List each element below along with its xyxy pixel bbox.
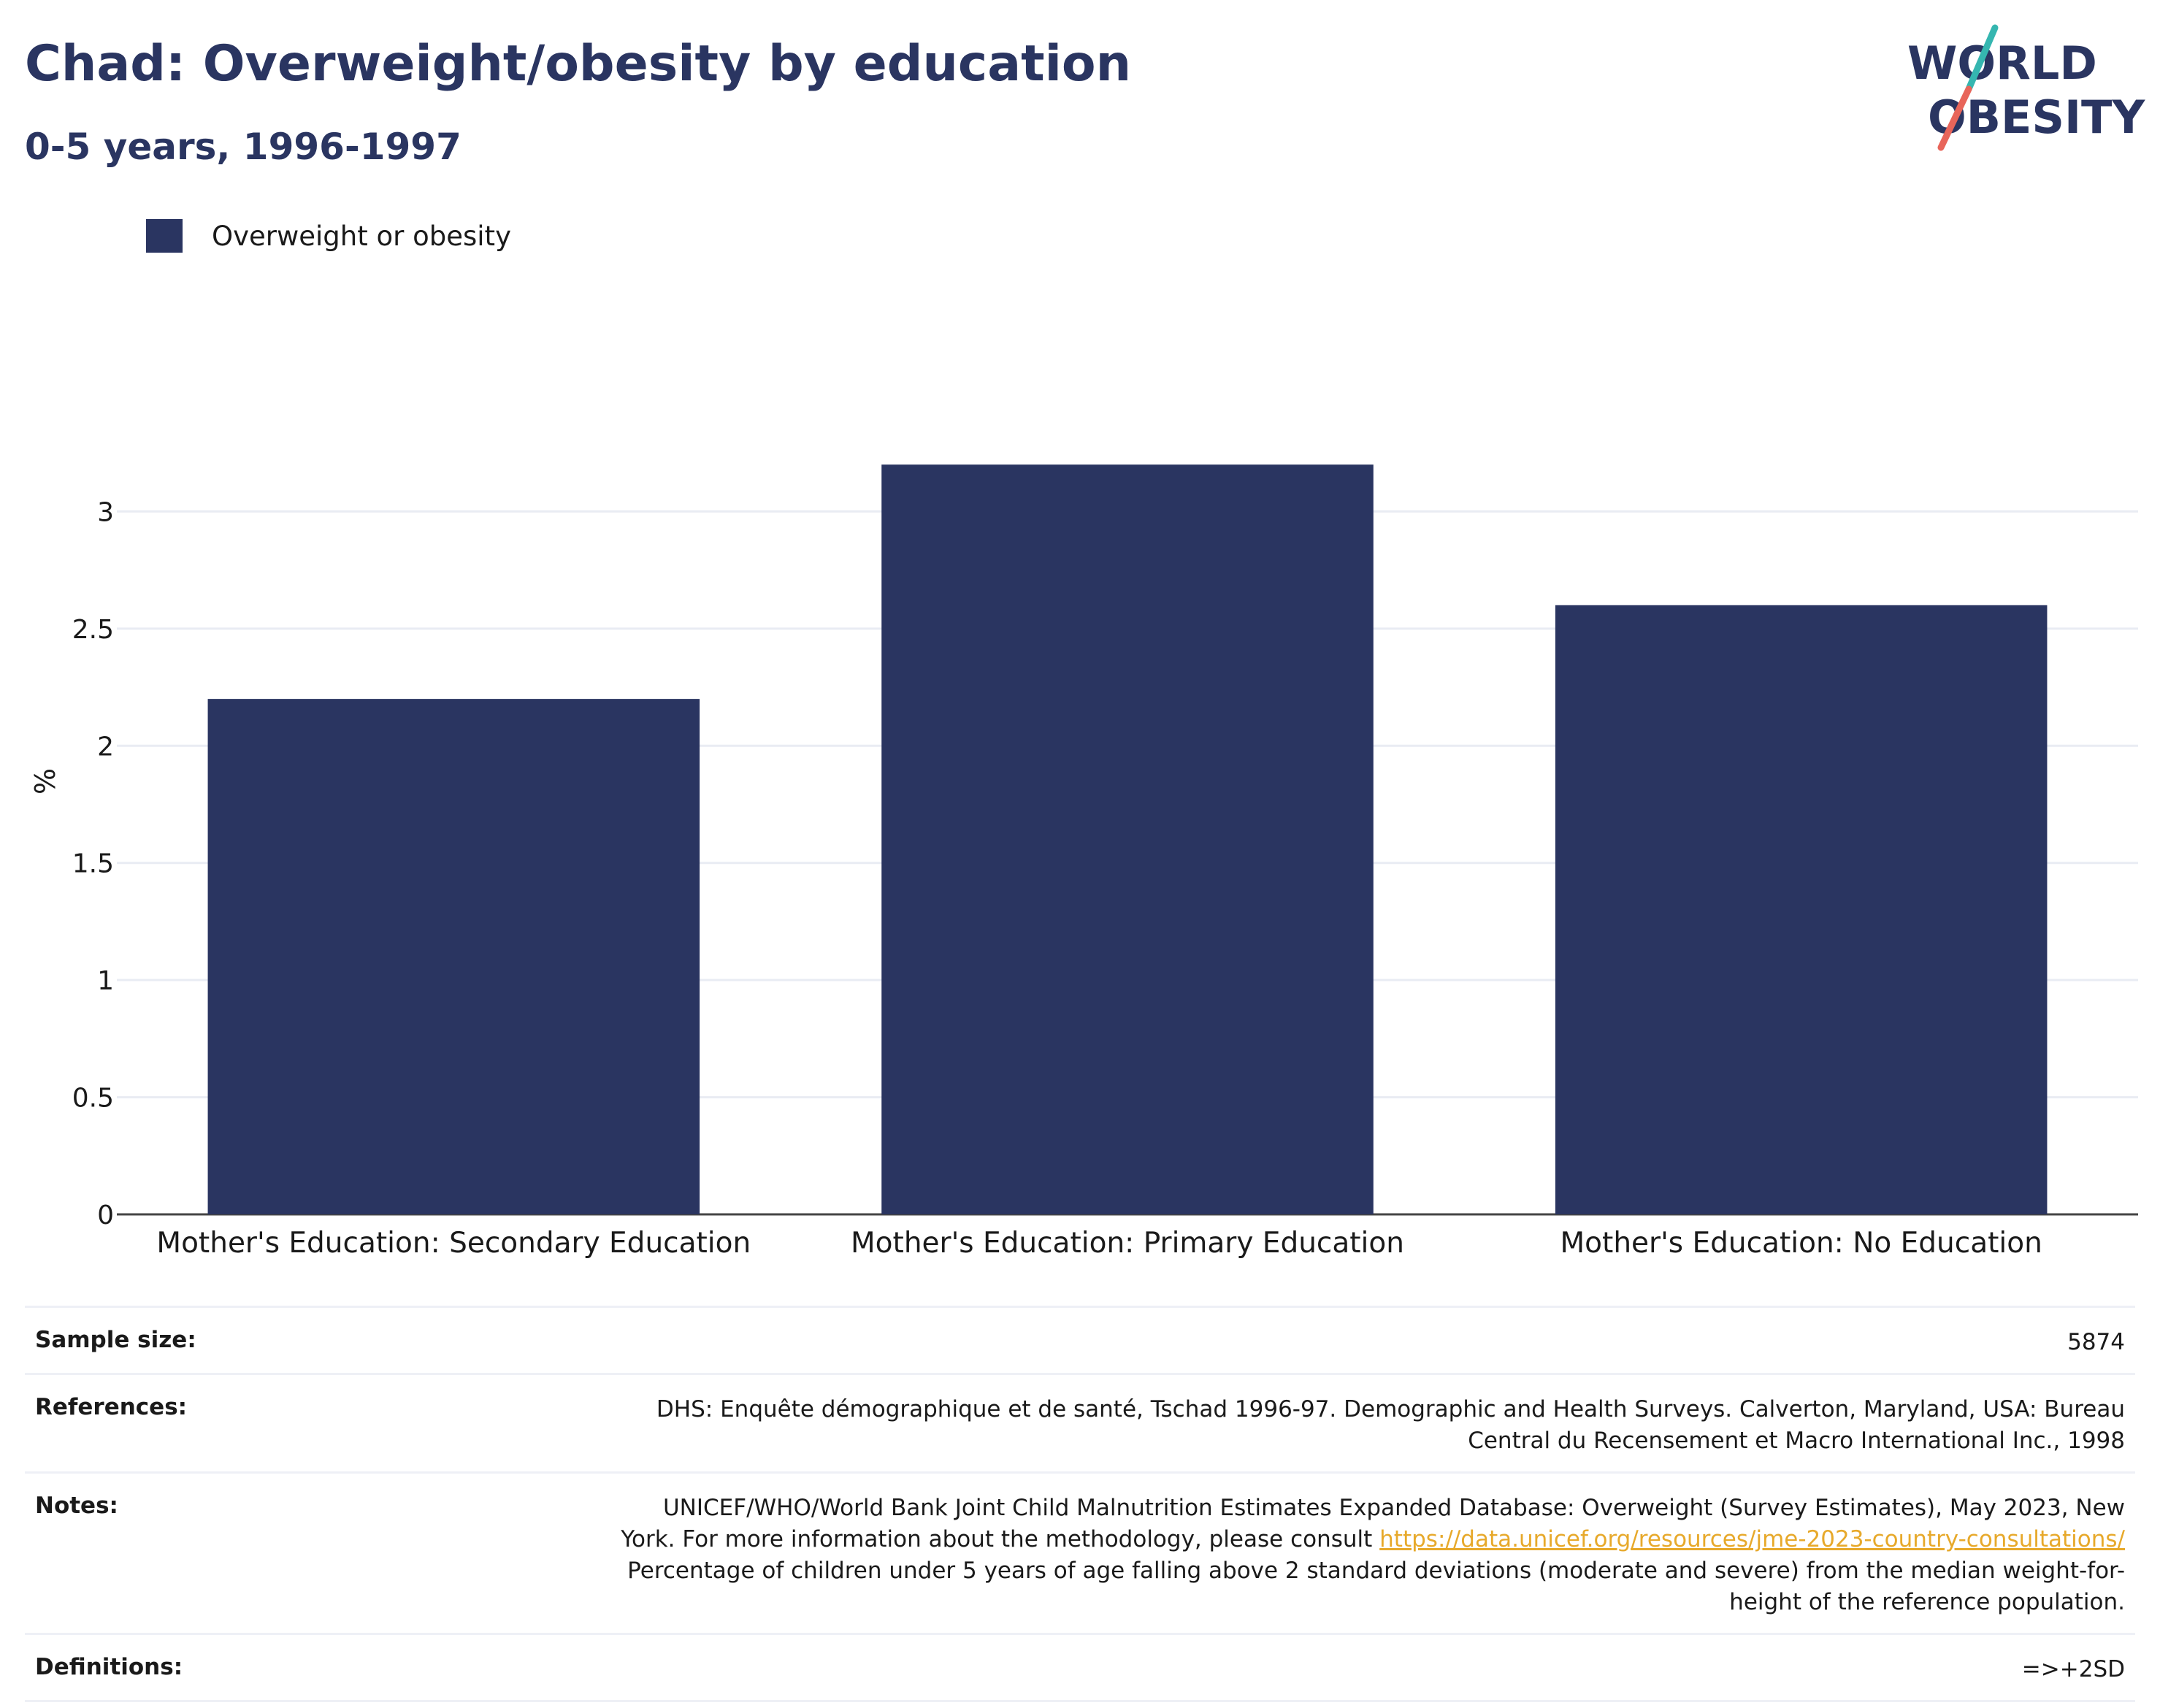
x-tick-label: Mother's Education: Primary Education: [851, 1227, 1404, 1260]
x-tick-label: Mother's Education: No Education: [1560, 1227, 2042, 1260]
meta-row-definitions: Definitions: =>+2SD: [25, 1633, 2135, 1702]
bar[interactable]: [207, 699, 700, 1214]
meta-row-references: References: DHS: Enquête démographique e…: [25, 1373, 2135, 1471]
notes-text-1: UNICEF/WHO/World Bank Joint Child Malnut…: [621, 1495, 2125, 1552]
bars: [207, 464, 2048, 1215]
x-tick-label: Mother's Education: Secondary Education: [156, 1227, 751, 1260]
metadata-table: Sample size: 5874 References: DHS: Enquê…: [25, 1306, 2135, 1702]
notes-link[interactable]: https://data.unicef.org/resources/jme-20…: [1379, 1526, 2125, 1552]
sample-size-label: Sample size:: [35, 1327, 196, 1353]
definitions-value: =>+2SD: [2021, 1656, 2125, 1682]
notes-text-2: Percentage of children under 5 years of …: [627, 1558, 2125, 1615]
legend-swatch: [146, 219, 183, 253]
y-axis-label: %: [29, 767, 61, 794]
y-tick-label: 1: [97, 966, 114, 996]
references-value: DHS: Enquête démographique et de santé, …: [656, 1396, 2125, 1454]
y-tick-label: 2: [97, 732, 114, 762]
bar[interactable]: [1555, 605, 2048, 1214]
notes-label: Notes:: [35, 1493, 118, 1519]
y-tick-label: 2.5: [72, 615, 114, 645]
chart-subtitle: 0-5 years, 1996-1997: [25, 126, 462, 168]
bar-chart: 0 0.5 1 1.5 2 2.5 3 Mother's Education: Seconda…: [72, 464, 2138, 1260]
logo-line1: WORLD: [1907, 37, 2097, 90]
y-tick-label: 1.5: [72, 849, 114, 879]
sample-size-value: 5874: [2067, 1329, 2125, 1355]
chart-title: Chad: Overweight/obesity by education: [25, 35, 1132, 93]
y-tick-label: 0.5: [72, 1084, 114, 1114]
legend-label: Overweight or obesity: [212, 220, 511, 252]
chart-legend: Overweight or obesity: [146, 219, 511, 253]
meta-row-sample-size: Sample size: 5874: [25, 1306, 2135, 1373]
references-label: References:: [35, 1394, 188, 1420]
definitions-label: Definitions:: [35, 1654, 183, 1680]
y-tick-label: 0: [97, 1200, 114, 1230]
tick-labels: 0 0.5 1 1.5 2 2.5 3 Mother's Education: Seconda…: [72, 497, 2042, 1260]
world-obesity-logo: WORLD OBESITY: [1907, 24, 2145, 151]
bar[interactable]: [881, 464, 1374, 1215]
notes-value: UNICEF/WHO/World Bank Joint Child Malnut…: [606, 1493, 2125, 1618]
y-tick-label: 3: [97, 497, 114, 527]
meta-row-notes: Notes: UNICEF/WHO/World Bank Joint Child…: [25, 1471, 2135, 1633]
